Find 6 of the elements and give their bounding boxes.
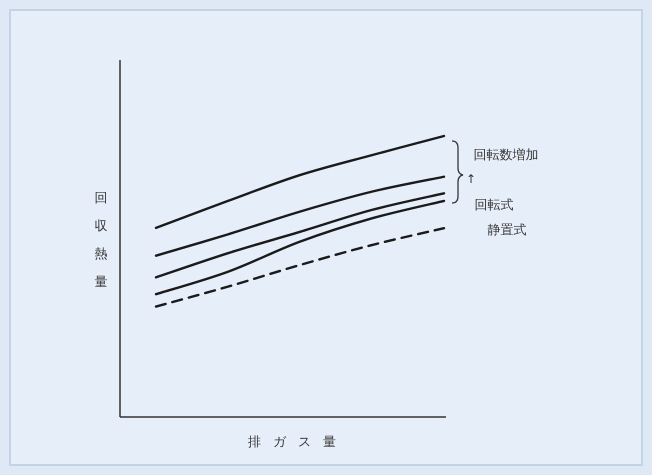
text: 回転式 [474,198,514,213]
y-axis-title: 回収熱量 [94,191,108,290]
text: 回転数増加 [474,147,538,163]
text: 静置式 [488,223,526,238]
text: ↑ [466,172,476,186]
x-axis-title: 排ガス量 [248,435,348,450]
